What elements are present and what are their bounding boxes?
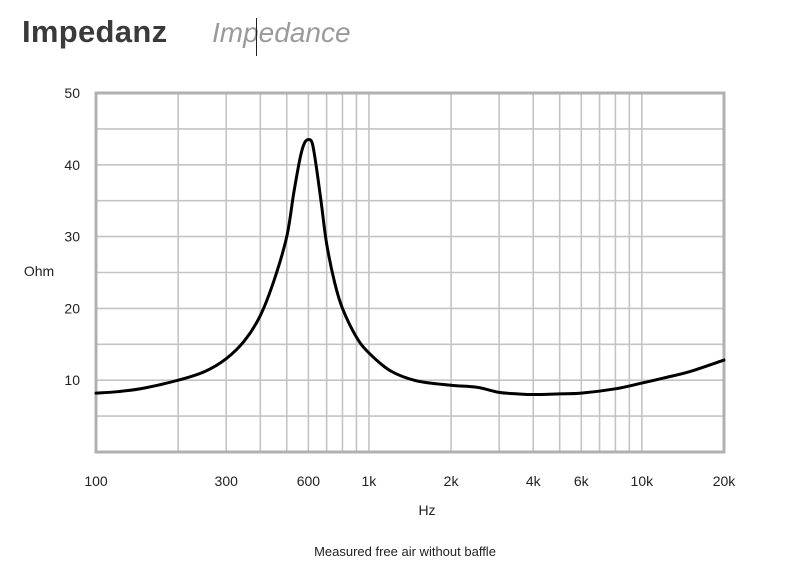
plot-frame bbox=[94, 91, 726, 454]
y-tick-label: 20 bbox=[64, 300, 80, 316]
chart-caption: Measured free air without baffle bbox=[314, 544, 496, 559]
chart-subtitle: Impedance bbox=[212, 17, 351, 48]
y-tick-labels: 10 20 30 40 50 bbox=[64, 85, 80, 388]
text-cursor bbox=[256, 18, 257, 56]
y-axis-label: Ohm bbox=[24, 263, 54, 279]
x-tick-label: 20k bbox=[713, 473, 737, 489]
x-tick-label: 600 bbox=[297, 473, 321, 489]
x-tick-label: 1k bbox=[362, 473, 378, 489]
x-axis-label: Hz bbox=[418, 502, 435, 518]
impedance-curve bbox=[94, 138, 726, 397]
y-tick-label: 40 bbox=[64, 157, 80, 173]
x-tick-label: 6k bbox=[574, 473, 590, 489]
y-tick-label: 50 bbox=[64, 85, 80, 101]
x-tick-labels: 100 300 600 1k 2k 4k 6k 10k 20k bbox=[84, 473, 736, 489]
curve-layer bbox=[94, 138, 726, 397]
x-tick-label: 4k bbox=[526, 473, 542, 489]
y-tick-label: 30 bbox=[64, 229, 80, 245]
x-tick-label: 100 bbox=[84, 473, 108, 489]
y-tick-label: 10 bbox=[64, 372, 80, 388]
grid-lines bbox=[96, 93, 724, 452]
x-tick-label: 300 bbox=[215, 473, 239, 489]
x-tick-label: 2k bbox=[444, 473, 460, 489]
x-tick-label: 10k bbox=[631, 473, 655, 489]
chart-title: Impedanz bbox=[22, 14, 168, 49]
